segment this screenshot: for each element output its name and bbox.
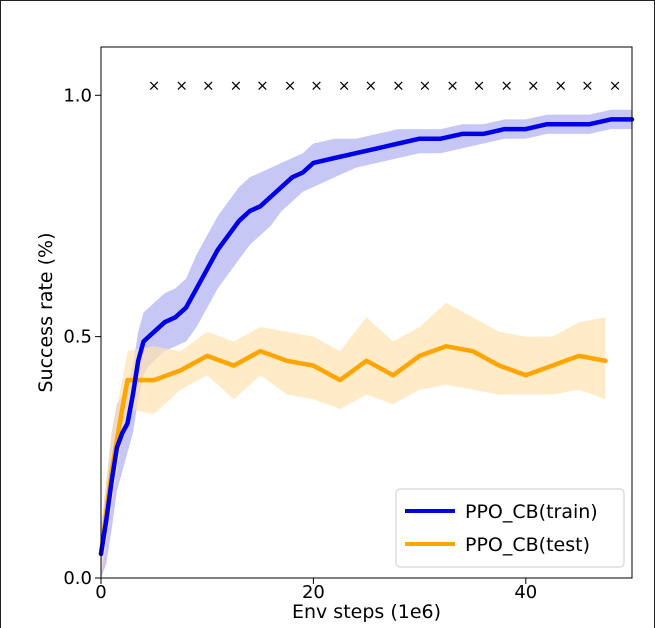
- series-line-test: [98, 344, 608, 557]
- marker-x: ×: [202, 77, 215, 95]
- legend-label-train: PPO_CB(train): [465, 501, 598, 523]
- marker-x: ×: [148, 77, 161, 95]
- band-test: [101, 302, 606, 578]
- plot-area-border: [100, 46, 633, 579]
- legend-label-test: PPO_CB(test): [465, 534, 590, 556]
- legend: PPO_CB(train) PPO_CB(test): [395, 488, 625, 568]
- marker-x: ×: [581, 77, 594, 95]
- legend-box: [395, 488, 625, 568]
- marker-row: × × × × × × × × × × × × × × × × × ×: [148, 77, 621, 95]
- marker-x: ×: [310, 77, 323, 95]
- marker-x: ×: [230, 77, 243, 95]
- marker-x: ×: [609, 77, 622, 95]
- y-tick-label: 0.0: [63, 568, 92, 589]
- axis-ticks: 0.0 0.5 1.0 0 20 40: [63, 85, 537, 603]
- marker-x: ×: [364, 77, 377, 95]
- x-tick-label: 0: [95, 582, 106, 603]
- marker-x: ×: [284, 77, 297, 95]
- x-tick-label: 20: [302, 582, 325, 603]
- marker-x: ×: [392, 77, 405, 95]
- y-axis-label: Success rate (%): [35, 232, 57, 392]
- y-tick-label: 1.0: [63, 85, 92, 106]
- marker-x: ×: [338, 77, 351, 95]
- marker-x: ×: [256, 77, 269, 95]
- series-line-train: [98, 117, 635, 557]
- y-tick-label: 0.5: [63, 327, 92, 348]
- marker-x: ×: [473, 77, 486, 95]
- x-tick-label: 40: [514, 582, 537, 603]
- marker-x: ×: [555, 77, 568, 95]
- x-axis-label: Env steps (1e6): [292, 601, 441, 623]
- marker-x: ×: [500, 77, 513, 95]
- marker-x: ×: [527, 77, 540, 95]
- marker-x: ×: [175, 77, 188, 95]
- marker-x: ×: [419, 77, 432, 95]
- series-lines: [98, 117, 635, 557]
- marker-x: ×: [446, 77, 459, 95]
